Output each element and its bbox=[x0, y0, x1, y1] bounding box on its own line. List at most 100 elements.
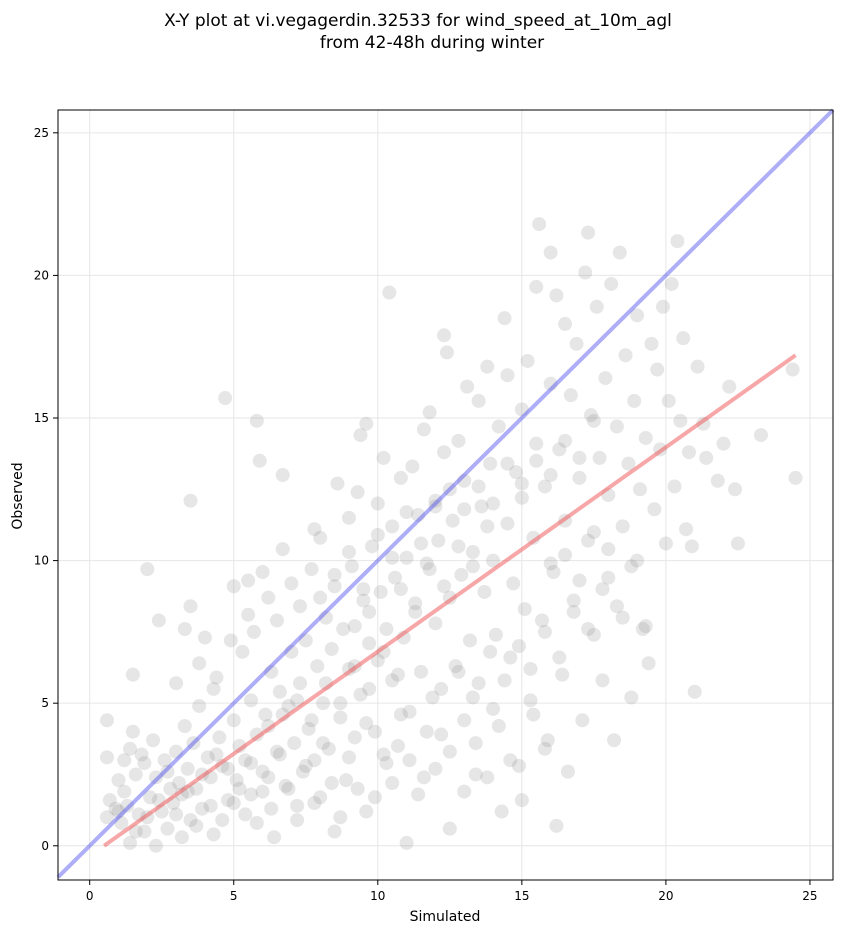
data-point-64 bbox=[244, 756, 259, 771]
data-point-210 bbox=[581, 225, 596, 240]
data-point-31 bbox=[169, 744, 184, 759]
data-point-181 bbox=[509, 465, 524, 480]
data-point-10 bbox=[123, 835, 138, 850]
data-point-49 bbox=[206, 827, 221, 842]
identity-line bbox=[56, 108, 835, 879]
data-point-182 bbox=[511, 758, 526, 773]
data-point-32 bbox=[172, 776, 187, 791]
data-point-159 bbox=[457, 713, 472, 728]
data-point-303 bbox=[442, 744, 457, 759]
data-point-65 bbox=[244, 693, 259, 708]
data-point-98 bbox=[313, 530, 328, 545]
data-point-293 bbox=[350, 781, 365, 796]
data-point-171 bbox=[486, 701, 501, 716]
data-point-7 bbox=[117, 784, 132, 799]
data-point-277 bbox=[226, 796, 241, 810]
data-point-353 bbox=[313, 590, 328, 605]
data-point-291 bbox=[333, 810, 348, 825]
y-tick-label-5: 5 bbox=[41, 696, 49, 710]
data-point-217 bbox=[598, 371, 613, 386]
data-point-112 bbox=[347, 730, 362, 745]
data-point-188 bbox=[526, 530, 541, 545]
data-point-19 bbox=[140, 562, 155, 577]
data-point-107 bbox=[336, 622, 351, 637]
data-point-77 bbox=[269, 744, 284, 759]
x-tick-label-10: 10 bbox=[370, 889, 385, 903]
data-point-207 bbox=[572, 470, 587, 485]
data-point-6 bbox=[114, 815, 129, 830]
data-point-134 bbox=[399, 550, 414, 565]
data-point-160 bbox=[457, 473, 472, 488]
data-point-71 bbox=[255, 565, 270, 579]
data-point-279 bbox=[238, 753, 253, 768]
data-point-168 bbox=[477, 584, 492, 599]
data-point-151 bbox=[437, 445, 452, 460]
data-point-189 bbox=[529, 279, 544, 294]
data-point-254 bbox=[699, 450, 714, 465]
data-point-136 bbox=[402, 704, 417, 719]
data-point-295 bbox=[367, 790, 382, 805]
data-point-191 bbox=[532, 217, 547, 232]
data-point-36 bbox=[180, 761, 195, 776]
data-point-139 bbox=[411, 507, 426, 522]
data-point-309 bbox=[514, 793, 529, 808]
data-point-96 bbox=[310, 659, 325, 674]
data-point-263 bbox=[111, 804, 126, 819]
data-point-289 bbox=[316, 736, 331, 751]
data-point-186 bbox=[520, 353, 535, 368]
data-point-102 bbox=[324, 642, 339, 656]
data-point-111 bbox=[344, 559, 359, 574]
data-point-238 bbox=[650, 362, 665, 377]
data-point-334 bbox=[362, 604, 377, 619]
data-point-366 bbox=[500, 456, 515, 471]
x-tick-label-5: 5 bbox=[230, 889, 238, 903]
data-point-92 bbox=[301, 721, 316, 736]
data-point-333 bbox=[347, 619, 362, 634]
chart-title-line-1: X-Y plot at vi.vegagerdin.32533 for wind… bbox=[164, 11, 672, 31]
data-point-369 bbox=[543, 468, 558, 483]
data-point-249 bbox=[681, 445, 696, 460]
data-point-287 bbox=[298, 758, 313, 773]
data-point-286 bbox=[290, 813, 305, 828]
data-point-209 bbox=[578, 265, 593, 280]
data-point-86 bbox=[287, 736, 302, 751]
data-point-60 bbox=[235, 644, 250, 659]
data-point-212 bbox=[583, 408, 598, 423]
data-point-275 bbox=[215, 813, 230, 828]
data-point-17 bbox=[137, 824, 152, 839]
data-point-356 bbox=[356, 582, 371, 597]
data-point-123 bbox=[370, 653, 385, 668]
data-point-127 bbox=[382, 285, 397, 300]
data-point-37 bbox=[183, 813, 198, 828]
data-point-246 bbox=[673, 413, 688, 428]
data-point-113 bbox=[350, 485, 365, 500]
data-point-100 bbox=[318, 610, 333, 625]
data-point-228 bbox=[624, 690, 639, 705]
data-point-172 bbox=[486, 553, 501, 568]
data-point-257 bbox=[722, 379, 737, 394]
data-point-213 bbox=[586, 627, 601, 642]
data-point-278 bbox=[232, 781, 247, 796]
data-point-198 bbox=[549, 288, 564, 303]
data-point-38 bbox=[183, 493, 198, 508]
data-point-165 bbox=[471, 393, 486, 408]
data-point-292 bbox=[341, 750, 356, 765]
data-point-339 bbox=[437, 579, 452, 594]
data-point-142 bbox=[416, 770, 431, 785]
data-point-352 bbox=[390, 667, 405, 682]
data-point-85 bbox=[284, 644, 299, 659]
data-point-185 bbox=[517, 602, 532, 617]
data-point-173 bbox=[488, 627, 503, 642]
data-point-323 bbox=[581, 622, 596, 637]
data-point-329 bbox=[558, 547, 573, 562]
data-point-335 bbox=[379, 622, 394, 637]
data-point-183 bbox=[514, 402, 529, 417]
data-point-193 bbox=[537, 479, 552, 494]
data-point-147 bbox=[428, 616, 443, 631]
data-point-248 bbox=[679, 522, 694, 537]
y-axis-label: Observed bbox=[10, 462, 26, 529]
data-point-300 bbox=[411, 787, 426, 802]
data-point-321 bbox=[552, 650, 567, 665]
data-point-328 bbox=[543, 556, 558, 571]
data-point-221 bbox=[607, 733, 622, 748]
